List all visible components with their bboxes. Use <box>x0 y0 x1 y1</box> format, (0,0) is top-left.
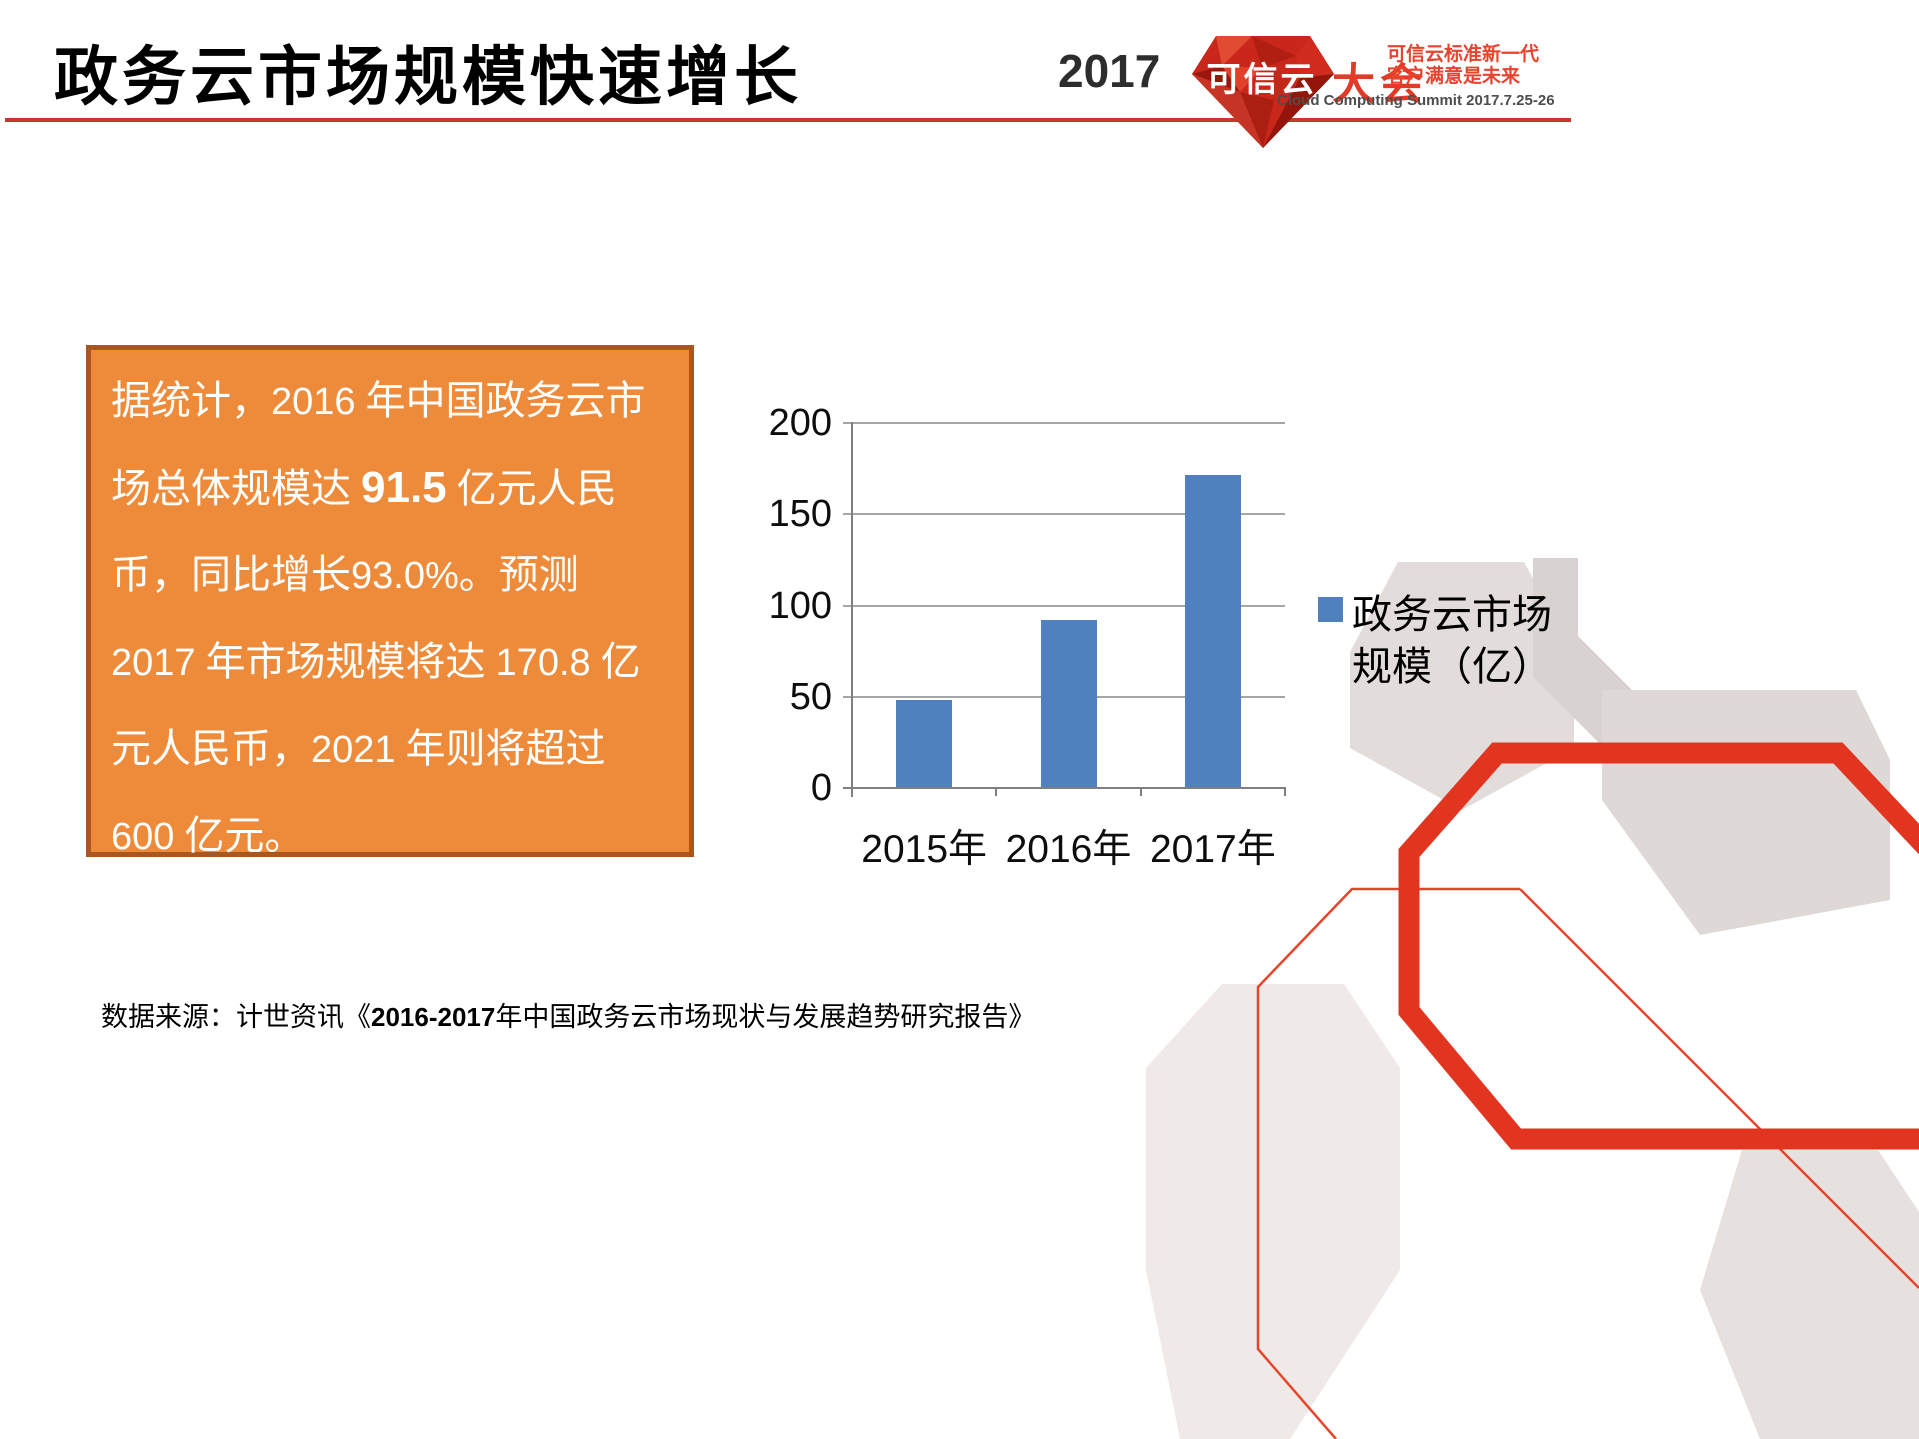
y-axis-tick-label: 100 <box>768 584 832 627</box>
logo-tagline-line2: 客户满意是未来 <box>1387 66 1521 87</box>
x-axis-category-label: 2015年 <box>861 828 988 871</box>
info-box: 据统计，2016 年中国政务云市 场总体规模达 91.5 亿元人民 币，同比增长93… <box>86 345 694 858</box>
logo-subtitle-en: Cloud Computing Summit 2017.7.25-26 <box>1277 92 1555 109</box>
text-segment: 年中国政务云市 <box>355 378 646 423</box>
x-axis-tick <box>1139 787 1142 796</box>
text-segment: 元人民币， <box>111 726 311 771</box>
x-axis-tick <box>851 787 853 796</box>
text-segment: 91.5 <box>361 463 447 512</box>
chart-bar <box>1040 620 1097 787</box>
text-segment: 170.8 <box>495 642 591 684</box>
chart-gridline <box>843 604 1285 607</box>
x-axis-category-label: 2016年 <box>1005 828 1132 871</box>
info-box-line: 元人民币，2021 年则将超过 <box>111 706 673 793</box>
chart-gridline <box>843 422 1285 424</box>
thick-red-octagon-outline <box>1398 742 1919 1150</box>
info-box-line: 2017 年市场规模将达 170.8 亿 <box>111 619 673 706</box>
y-axis-tick-label: 200 <box>768 402 832 444</box>
x-axis-tick <box>995 787 998 796</box>
chart-bar <box>896 700 953 787</box>
gray-hexagon-bottom-left <box>1146 984 1400 1439</box>
text-segment: 场总体规模达 <box>111 466 361 511</box>
text-segment: 亿元人民 <box>446 466 617 511</box>
info-box-line: 场总体规模达 91.5 亿元人民 <box>111 445 673 532</box>
legend-label: 政务云市场 规模（亿） <box>1352 589 1552 693</box>
gem-icon <box>1192 36 1334 148</box>
text-segment: 年中国政务云市场现状与发展趋势研究报告》 <box>495 1002 1036 1032</box>
logo-year: 2017 <box>1058 45 1161 97</box>
text-segment: 据统计， <box>111 378 271 423</box>
text-segment: 亿元。 <box>174 813 305 858</box>
text-segment: 600 <box>111 816 175 858</box>
source-note: 数据来源：计世资讯《2016-2017年中国政务云市场现状与发展趋势研究报告》 <box>101 995 1035 1034</box>
gray-hexagon-bottom-right <box>1700 1150 1919 1439</box>
logo-tagline: 可信云标准新一代 客户满意是未来 <box>1387 44 1539 88</box>
text-segment: 2021 <box>311 729 396 771</box>
logo-tagline-line1: 可信云标准新一代 <box>1387 44 1540 65</box>
x-axis-line <box>843 787 1285 789</box>
info-box-line: 币，同比增长93.0%。预测 <box>111 532 673 619</box>
gray-arrow-shape <box>1602 690 1890 935</box>
legend-color-key <box>1318 597 1343 622</box>
logo-suffix: 大会 <box>1332 61 1428 109</box>
y-axis-tick-label: 0 <box>810 767 832 809</box>
x-axis-category-label: 2017年 <box>1149 828 1276 871</box>
text-segment: 币，同比增长 <box>111 552 351 597</box>
text-segment: 2016 <box>271 381 356 423</box>
info-box-line: 据统计，2016 年中国政务云市 <box>111 358 673 445</box>
y-axis-line <box>851 422 853 797</box>
info-box-line: 600 亿元。 <box>111 793 673 880</box>
chart-gridline <box>843 513 1285 516</box>
logo-gem-text: 可信云 <box>1206 61 1318 99</box>
x-axis-tick <box>1284 787 1286 796</box>
page-title: 政务云市场规模快速增长 <box>54 42 802 113</box>
text-segment: 2016-2017 <box>371 1002 496 1032</box>
text-segment: 年市场规模将达 <box>195 639 496 684</box>
text-segment: 数据来源：计世资讯《 <box>101 1002 371 1032</box>
chart-bar <box>1184 475 1241 787</box>
text-segment: 2017 <box>111 642 196 684</box>
text-segment: 亿 <box>590 639 641 684</box>
text-segment: 。预测 <box>458 552 579 597</box>
y-axis-tick-label: 150 <box>768 493 832 536</box>
text-segment: 93.0% <box>351 555 459 597</box>
y-axis-tick-label: 50 <box>789 675 832 718</box>
title-underline <box>5 118 1571 122</box>
legend-label-line1: 政务云市场 <box>1352 592 1552 637</box>
legend-label-line2: 规模（亿） <box>1352 644 1552 689</box>
text-segment: 年则将超过 <box>395 726 606 771</box>
